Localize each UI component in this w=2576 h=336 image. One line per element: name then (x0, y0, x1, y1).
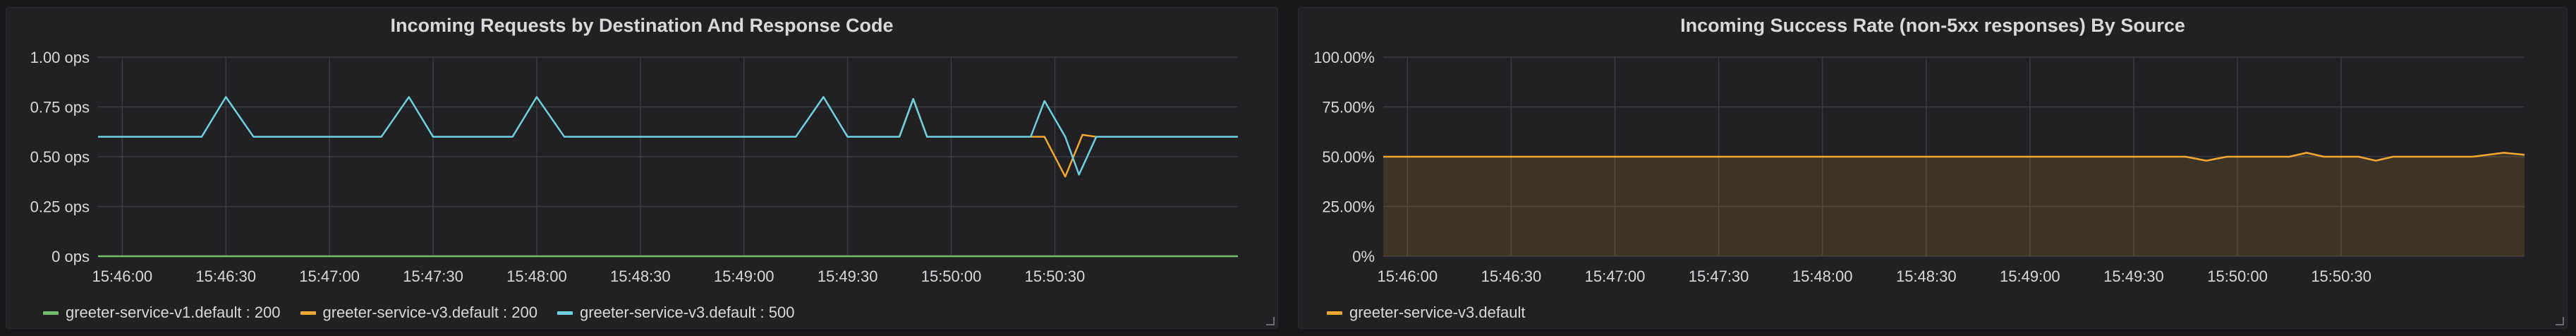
panel-title[interactable]: Incoming Requests by Destination And Res… (390, 15, 894, 36)
legend-label: greeter-service-v3.default : 200 (322, 304, 538, 321)
resize-handle-icon[interactable] (2556, 317, 2564, 325)
chart-legend: greeter-service-v3.default (1327, 304, 1525, 322)
x-tick-label: 15:49:00 (2000, 268, 2060, 285)
x-tick-label: 15:48:30 (1896, 268, 1957, 285)
y-tick-label: 50.00% (1322, 148, 1375, 166)
y-tick-label: 75.00% (1322, 99, 1375, 116)
legend-label: greeter-service-v3.default : 500 (580, 304, 795, 321)
x-tick-label: 15:50:00 (2207, 268, 2268, 285)
x-tick-label: 15:47:00 (299, 268, 360, 285)
legend-swatch-icon (43, 311, 59, 315)
x-tick-label: 15:47:00 (1585, 268, 1646, 285)
y-tick-label: 0.75 ops (30, 99, 90, 116)
x-tick-label: 15:49:30 (818, 268, 878, 285)
series-line (98, 96, 1238, 176)
y-tick-label: 0.50 ops (30, 148, 90, 166)
x-tick-label: 15:46:00 (92, 268, 152, 285)
legend-swatch-icon (557, 311, 573, 315)
x-tick-label: 15:48:00 (1792, 268, 1853, 285)
panel-title[interactable]: Incoming Success Rate (non-5xx responses… (1680, 15, 2185, 36)
y-tick-label: 0 ops (51, 248, 90, 265)
series-line (875, 97, 1238, 178)
y-tick-label: 1.00 ops (30, 49, 90, 66)
x-tick-label: 15:50:30 (1025, 268, 1086, 285)
y-tick-label: 100.00% (1313, 49, 1375, 66)
y-tick-label: 25.00% (1322, 198, 1375, 216)
y-tick-label: 0% (1352, 248, 1375, 265)
x-tick-label: 15:50:30 (2311, 268, 2371, 285)
x-tick-label: 15:47:30 (1689, 268, 1749, 285)
x-tick-label: 15:46:00 (1378, 268, 1438, 285)
requests-chart: 0 ops 0.25 ops 0.50 ops 0.75 ops 1.00 ops 15:… (30, 49, 1238, 285)
legend-item[interactable]: greeter-service-v3.default : 200 (300, 304, 538, 322)
legend-label: greeter-service-v3.default (1349, 304, 1526, 321)
success-rate-panel: Incoming Success Rate (non-5xx responses… (1298, 7, 2568, 329)
legend-swatch-icon (300, 311, 316, 315)
x-tick-label: 15:49:00 (714, 268, 774, 285)
y-tick-label: 0.25 ops (30, 198, 90, 216)
requests-panel: Incoming Requests by Destination And Res… (6, 7, 1278, 329)
success-rate-chart: 0% 25.00% 50.00% 75.00% 100.00% 15:46:00 15:46… (1313, 49, 2525, 285)
resize-handle-icon[interactable] (1266, 317, 1275, 325)
x-tick-label: 15:48:00 (506, 268, 567, 285)
legend-swatch-icon (1327, 311, 1342, 315)
x-tick-label: 15:50:00 (921, 268, 982, 285)
legend-item[interactable]: greeter-service-v1.default : 200 (43, 304, 281, 322)
legend-label: greeter-service-v1.default : 200 (66, 304, 281, 321)
chart-legend: greeter-service-v1.default : 200 greeter-… (43, 304, 795, 322)
legend-item[interactable]: greeter-service-v3.default : 500 (557, 304, 795, 322)
x-tick-label: 15:48:30 (610, 268, 671, 285)
x-tick-label: 15:47:30 (403, 268, 463, 285)
series-area-fill (1383, 152, 2525, 256)
legend-item[interactable]: greeter-service-v3.default (1327, 304, 1525, 322)
x-tick-label: 15:49:30 (2103, 268, 2164, 285)
x-tick-label: 15:46:30 (195, 268, 256, 285)
x-tick-label: 15:46:30 (1481, 268, 1542, 285)
series-line (1383, 152, 2525, 162)
